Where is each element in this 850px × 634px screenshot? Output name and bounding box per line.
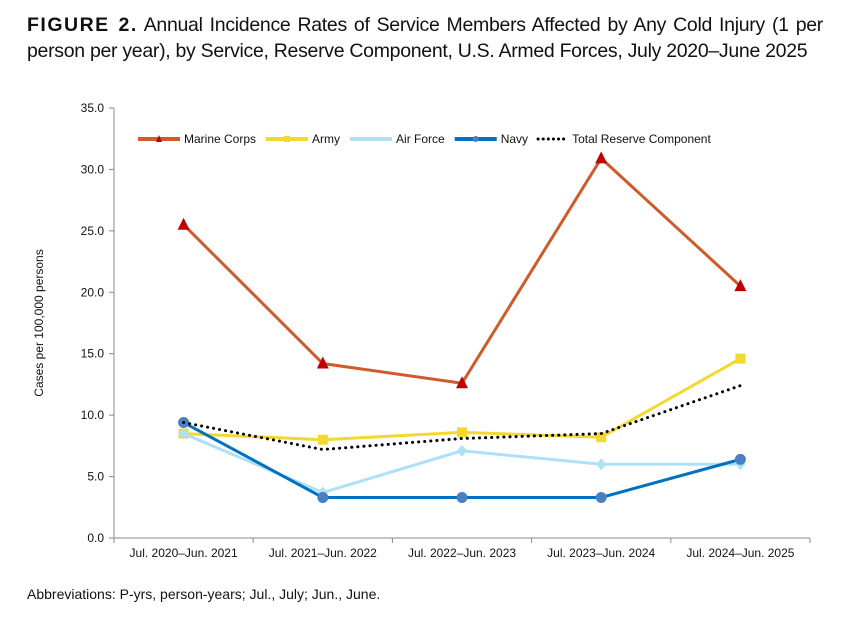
data-point-navy: [456, 491, 468, 503]
footnote: Abbreviations: P-yrs, person-years; Jul.…: [27, 586, 381, 602]
data-point-army: [317, 434, 328, 445]
data-point-marine-corps: [316, 356, 329, 369]
y-axis-label: Cases per 100,000 persons: [32, 249, 46, 396]
y-tick-label: 25.0: [81, 224, 105, 238]
x-tick-label: Jul. 2023–Jun. 2024: [547, 546, 655, 560]
legend-marker-marine-corps: [156, 135, 162, 142]
x-tick-label: Jul. 2024–Jun. 2025: [686, 546, 794, 560]
legend-marker-army: [284, 136, 291, 142]
legend-label-air-force: Air Force: [396, 132, 445, 146]
y-tick-label: 10.0: [81, 408, 105, 422]
y-tick-label: 30.0: [81, 162, 105, 176]
legend-label-marine-corps: Marine Corps: [184, 132, 256, 146]
data-point-marine-corps: [456, 376, 468, 389]
legend-label-navy: Navy: [501, 132, 528, 146]
series-line-marine-corps: [182, 156, 742, 385]
y-tick-label: 15.0: [81, 347, 105, 361]
legend-label-total-reserve-component: Total Reserve Component: [572, 132, 711, 146]
data-point-air-force: [457, 444, 467, 457]
data-point-air-force: [596, 458, 607, 471]
data-point-marine-corps: [595, 151, 608, 164]
data-point-army: [457, 427, 467, 438]
data-point-air-force: [178, 427, 189, 440]
y-tick-label: 35.0: [81, 101, 105, 115]
series-line-total-reserve-component: [182, 384, 742, 452]
data-point-navy: [595, 491, 607, 503]
legend-label-army: Army: [312, 132, 340, 146]
figure-label: FIGURE 2.: [27, 14, 138, 36]
data-point-marine-corps: [734, 279, 747, 292]
data-point-marine-corps: [177, 217, 190, 230]
x-tick-label: Jul. 2022–Jun. 2023: [408, 546, 516, 560]
figure-title: FIGURE 2. Annual Incidence Rates of Serv…: [27, 12, 823, 64]
data-point-navy: [317, 491, 329, 503]
legend-marker-navy: [472, 136, 479, 142]
y-tick-label: 5.0: [87, 470, 104, 484]
figure-title-text: Annual Incidence Rates of Service Member…: [27, 14, 823, 62]
x-tick-label: Jul. 2021–Jun. 2022: [269, 546, 377, 560]
data-point-army: [735, 353, 746, 364]
data-point-army: [596, 432, 607, 443]
y-tick-label: 20.0: [81, 285, 105, 299]
y-tick-label: 0.0: [87, 531, 104, 545]
data-point-navy: [734, 453, 746, 465]
x-tick-label: Jul. 2020–Jun. 2021: [130, 546, 238, 560]
